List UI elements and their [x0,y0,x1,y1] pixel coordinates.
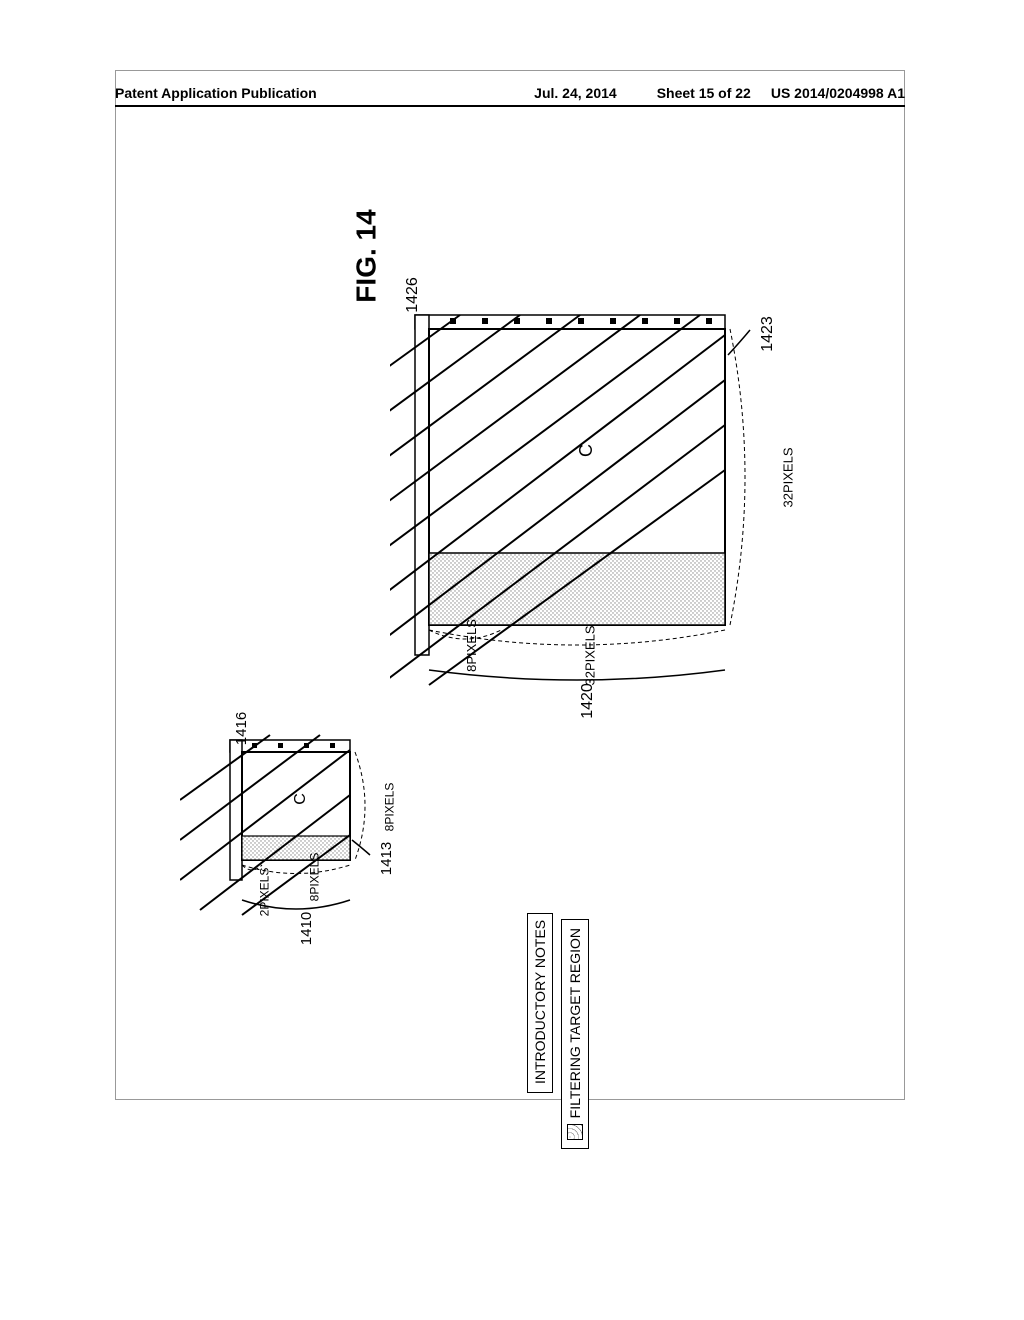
large-center: C [576,444,597,457]
small-block-svg [180,700,400,960]
header-left: Patent Application Publication [115,85,514,105]
figure-title: FIG. 14 [351,209,383,302]
small-width-label: 8PIXELS [307,853,321,902]
large-inner-id: 1423 [759,316,777,352]
legend-item-text: FILTERING TARGET REGION [567,928,583,1118]
large-block-svg [390,270,770,690]
legend-swatch [567,1124,583,1140]
small-center: C [292,793,310,805]
page-header: Patent Application Publication Jul. 24, … [115,85,905,107]
header-date: Jul. 24, 2014 [514,85,637,105]
small-ref-id: 1416 [233,712,250,745]
small-height-label: 8PIXELS [382,783,396,832]
legend-title-box: INTRODUCTORY NOTES [527,913,553,1093]
large-block-id: 1420 [579,683,597,719]
header-sheet: Sheet 15 of 22 [637,85,771,105]
small-shaded-label: 2PIXELS [257,868,271,917]
small-block-id: 1410 [298,912,315,945]
large-height-label: 32PIXELS [781,448,796,508]
large-shaded-label: 8PIXELS [464,619,479,672]
small-inner-id: 1413 [378,842,395,875]
legend-item-box: FILTERING TARGET REGION [561,919,589,1149]
large-ref-id: 1426 [404,277,422,313]
large-width-label: 32PIXELS [583,626,598,686]
header-pubnum: US 2014/0204998 A1 [771,85,905,105]
figure-area: FIG. 14 [210,220,810,1070]
legend-title: INTRODUCTORY NOTES [532,920,548,1084]
